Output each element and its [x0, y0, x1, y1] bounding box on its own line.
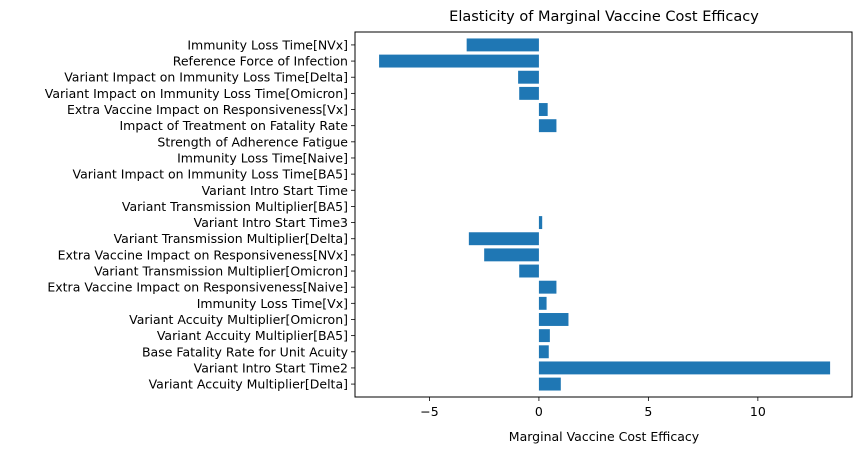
category-label: Impact of Treatment on Fatality Rate — [120, 118, 349, 133]
x-tick-label: −5 — [420, 404, 438, 419]
bar — [538, 313, 569, 326]
bar — [518, 70, 539, 84]
category-label: Variant Impact on Immunity Loss Time[Omi… — [45, 86, 348, 101]
category-label: Variant Accuity Multiplier[BA5] — [157, 328, 348, 343]
x-tick-label: 10 — [750, 404, 766, 419]
category-label: Variant Intro Start Time2 — [194, 360, 348, 375]
bar — [484, 248, 539, 262]
bar — [468, 232, 539, 246]
bar — [519, 264, 539, 278]
category-label: Reference Force of Infection — [173, 54, 348, 69]
category-label: Variant Intro Start Time — [202, 183, 349, 198]
x-tick-label: 0 — [535, 404, 543, 419]
bar — [538, 280, 557, 294]
category-label: Variant Impact on Immunity Loss Time[BA5… — [72, 167, 348, 182]
bar — [538, 216, 543, 230]
bar — [519, 86, 539, 100]
x-tick-label: 5 — [644, 404, 652, 419]
bar — [538, 377, 561, 391]
bar — [538, 329, 550, 343]
category-label: Variant Transmission Multiplier[BA5] — [122, 199, 348, 214]
category-label: Extra Vaccine Impact on Responsiveness[V… — [67, 102, 348, 117]
y-tick-labels: Immunity Loss Time[NVx] Reference Force o… — [45, 37, 355, 392]
category-label: Extra Vaccine Impact on Responsiveness[N… — [47, 280, 348, 295]
bars-group — [379, 38, 831, 391]
category-label: Variant Impact on Immunity Loss Time[Del… — [64, 70, 348, 85]
bar — [538, 103, 548, 116]
category-label: Immunity Loss Time[Naive] — [177, 150, 348, 165]
bar — [538, 361, 831, 375]
plot-frame — [354, 31, 853, 398]
x-ticks: −5 0 5 10 — [420, 397, 766, 419]
x-axis-label: Marginal Vaccine Cost Efficacy — [509, 429, 700, 444]
category-label: Immunity Loss Time[NVx] — [187, 37, 348, 52]
bar — [466, 38, 539, 52]
category-label: Variant Accuity Multiplier[Delta] — [149, 377, 348, 392]
bar — [538, 345, 549, 359]
chart-title: Elasticity of Marginal Vaccine Cost Effi… — [449, 9, 759, 25]
category-label: Variant Intro Start Time3 — [194, 215, 348, 230]
category-label: Variant Transmission Multiplier[Delta] — [114, 231, 348, 246]
category-label: Extra Vaccine Impact on Responsiveness[N… — [58, 247, 348, 262]
category-label: Base Fatality Rate for Unit Acuity — [142, 344, 349, 359]
bar — [538, 119, 557, 133]
category-label: Variant Accuity Multiplier[Omicron] — [129, 312, 348, 327]
category-label: Immunity Loss Time[Vx] — [197, 296, 348, 311]
bar — [538, 296, 547, 310]
category-label: Variant Transmission Multiplier[Omicron] — [94, 264, 348, 279]
category-label: Strength of Adherence Fatigue — [157, 134, 348, 149]
bar — [379, 54, 539, 68]
